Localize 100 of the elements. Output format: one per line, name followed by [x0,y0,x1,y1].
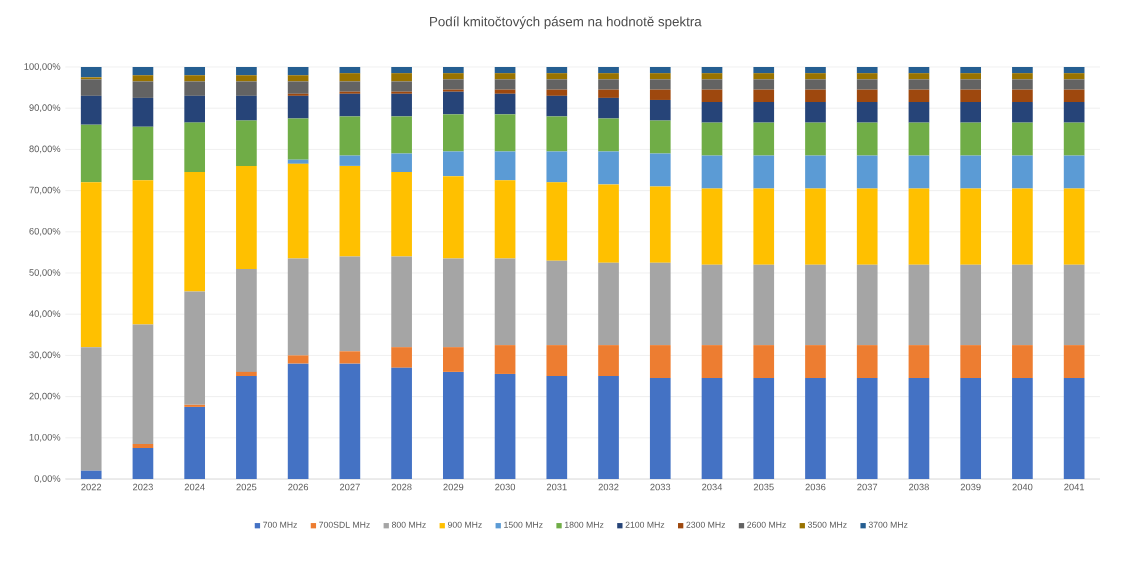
bar [494,89,516,94]
bar [960,73,982,80]
bar [339,363,361,479]
bar [1012,264,1033,346]
bar [1012,188,1033,265]
bar [494,151,516,181]
legend-label: 800 MHz [391,521,426,528]
bar [598,79,619,90]
bar [494,79,516,90]
bar [908,89,930,103]
bar [598,118,619,152]
bar [546,376,568,479]
bar [1063,155,1085,189]
bar [236,376,257,479]
bar [184,75,206,82]
x-tick-label: 2037 [857,483,878,491]
bar [1012,73,1033,80]
bar [598,376,619,479]
x-tick-label: 2030 [495,483,516,491]
bar [908,155,930,189]
bar [856,66,878,74]
bar [339,116,361,156]
bar [649,89,671,100]
bar [494,373,516,479]
bar [287,81,309,94]
bar [908,122,930,156]
bar [598,66,619,74]
bar [856,378,878,479]
bar [236,371,257,376]
bar [908,264,930,346]
x-tick-label: 2026 [288,483,309,491]
bar [856,155,878,189]
bar [753,66,775,74]
y-tick-label: 70,00% [29,186,61,195]
y-tick-label: 10,00% [29,433,61,442]
legend-label: 1500 MHz [504,521,543,528]
bar [649,120,671,154]
bar [494,180,516,259]
bar [442,258,464,348]
bar [494,66,516,74]
bar [1012,345,1033,379]
bar [184,404,206,407]
bar [598,184,619,263]
bar [960,155,982,189]
bar [287,163,309,259]
bar [236,95,257,121]
bar [132,66,154,76]
x-tick-label: 2033 [650,483,671,491]
bar [753,122,775,156]
bar [649,186,671,263]
bar [546,66,568,74]
bar [287,93,309,96]
bar [391,367,412,479]
bar [80,182,102,348]
y-tick-label: 20,00% [29,392,61,401]
legend-label: 2300 MHz [686,521,726,528]
bar [753,89,775,103]
bar [805,122,826,156]
legend-label: 700 MHz [263,521,297,528]
bar [805,73,826,80]
bar [442,79,464,90]
bar [494,93,516,115]
bar [598,89,619,98]
bar [339,155,361,166]
bar [753,188,775,265]
bar [287,355,309,364]
x-tick-label: 2039 [960,483,981,491]
bar [701,155,723,189]
bar [960,264,982,346]
bar [184,81,206,96]
x-tick-label: 2032 [598,483,619,491]
bar [442,91,464,115]
bar [132,81,154,98]
bar [1012,102,1033,123]
bar [960,66,982,74]
x-tick-label: 2041 [1064,483,1085,491]
bar [391,81,412,92]
bar [908,188,930,265]
bar [856,79,878,90]
bar [1063,89,1085,103]
y-tick-label: 60,00% [29,227,61,236]
x-tick-label: 2040 [1012,483,1033,491]
bar [701,66,723,74]
bar [391,347,412,368]
bar [391,153,412,173]
bar [805,66,826,74]
bar [80,470,102,479]
bar [442,151,464,177]
bar [753,264,775,346]
bar [442,73,464,80]
bar [960,89,982,103]
bar [132,75,154,82]
bar [339,91,361,94]
legend-label: 2100 MHz [625,521,665,528]
bar [598,97,619,119]
bar [184,406,206,479]
bar [805,102,826,123]
bar [236,268,257,372]
bar [908,345,930,379]
bar [391,93,412,117]
